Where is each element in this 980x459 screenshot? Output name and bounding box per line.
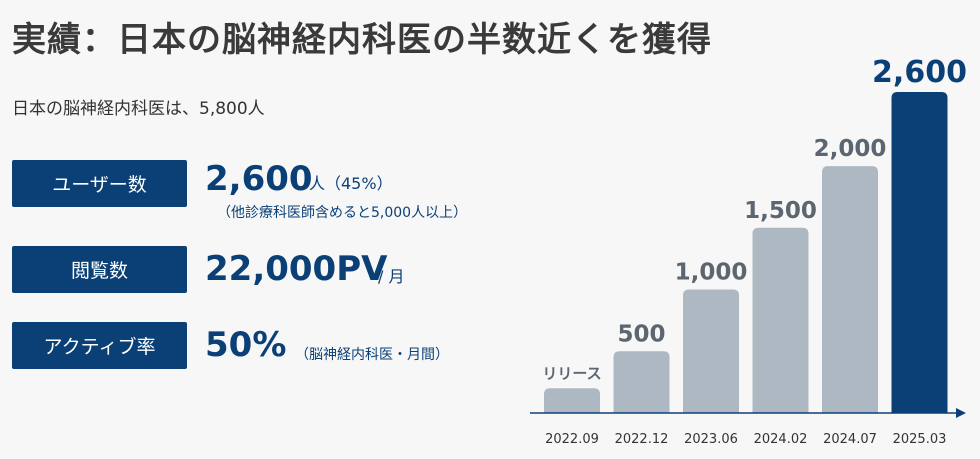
bar-2022.09 — [544, 388, 600, 413]
metric-pageviews-label: 閲覧数 — [12, 246, 187, 293]
x-tick-label-2022.09: 2022.09 — [545, 432, 599, 447]
growth-bar-chart: リリース 2022.09 500 2022.12 1,000 2023.06 1,500 20… — [530, 55, 967, 447]
bar-value-label-2023.06: 1,000 — [675, 260, 748, 286]
x-tick-label-2022.12: 2022.12 — [615, 432, 669, 447]
metric-users-unit: 人（45%） — [309, 174, 393, 193]
bar-value-label-2022.09: リリース — [542, 364, 601, 382]
metric-users-value: 2,600 — [205, 159, 313, 199]
x-tick-label-2024.07: 2024.07 — [823, 432, 877, 447]
bar-2025.03 — [891, 92, 948, 413]
metric-users-label: ユーザー数 — [12, 160, 187, 207]
page-title: 実績：日本の脳神経内科医の半数近くを獲得 — [12, 20, 712, 60]
bar-2024.07 — [822, 166, 878, 413]
metric-active-rate-unit: （脳神経内科医・月間） — [295, 347, 449, 363]
bar-value-label-2024.02: 1,500 — [744, 198, 817, 224]
metric-users-note: （他診療科医師含めると5,000人以上） — [217, 205, 468, 221]
bar-2023.06 — [683, 289, 739, 413]
metric-active-rate-value: 50% — [205, 325, 287, 365]
bar-value-label-2025.03: 2,600 — [872, 55, 967, 90]
x-tick-label-2023.06: 2023.06 — [684, 432, 738, 447]
x-axis-arrow — [956, 408, 966, 418]
bar-value-label-2024.07: 2,000 — [814, 136, 887, 162]
bar-value-label-2022.12: 500 — [617, 321, 665, 347]
bar-2022.12 — [613, 351, 670, 413]
page-subtitle: 日本の脳神経内科医は、5,800人 — [12, 99, 265, 119]
bar-2024.02 — [752, 227, 809, 413]
x-tick-label-2024.02: 2024.02 — [754, 432, 808, 447]
x-tick-label-2025.03: 2025.03 — [893, 432, 947, 447]
metric-pageviews-unit: / 月 — [378, 267, 405, 286]
metric-pageviews-value: 22,000PV — [205, 249, 388, 289]
metric-active-rate-label: アクティブ率 — [12, 322, 187, 369]
